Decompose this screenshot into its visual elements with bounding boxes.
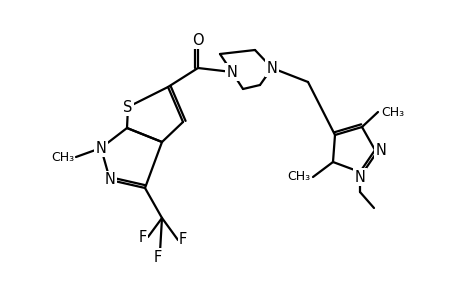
Text: N: N bbox=[95, 140, 106, 155]
Text: F: F bbox=[139, 230, 147, 244]
Text: F: F bbox=[179, 232, 187, 247]
Text: methyl: methyl bbox=[73, 156, 78, 157]
Text: O: O bbox=[192, 32, 203, 47]
Text: N: N bbox=[226, 64, 237, 80]
Text: CH₃: CH₃ bbox=[380, 106, 403, 118]
Text: F: F bbox=[154, 250, 162, 265]
Text: N: N bbox=[375, 142, 386, 158]
Text: CH₃: CH₃ bbox=[51, 151, 74, 164]
Text: CH₃: CH₃ bbox=[286, 170, 309, 184]
Text: N: N bbox=[104, 172, 115, 188]
Text: S: S bbox=[123, 100, 132, 115]
Text: N: N bbox=[266, 61, 277, 76]
Text: N: N bbox=[354, 169, 364, 184]
